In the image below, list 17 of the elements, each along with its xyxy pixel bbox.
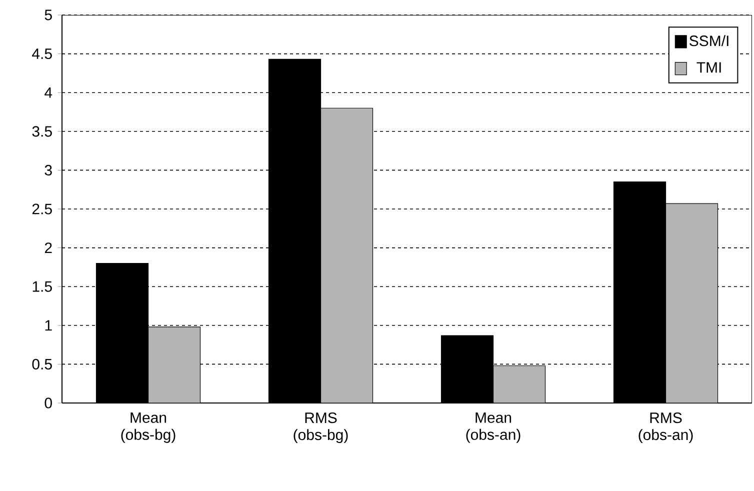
y-tick-label: 1.5 [32,281,52,292]
x-tick-label: Mean (obs-bg) [121,412,176,443]
y-tick-label: 0 [44,398,52,408]
y-tick-label: 0.5 [32,358,52,370]
x-tick-label: RMS (obs-an) [638,412,693,444]
y-tick-label: 1 [45,320,52,331]
x-tick-label: Mean (obs-an) [466,412,520,443]
y-tick-label: 5 [44,10,52,20]
y-tick-label: 3 [44,164,52,176]
y-tick-label: 2 [44,242,52,254]
legend-label: TMI [696,62,721,73]
y-tick-label: 3.5 [32,126,52,137]
x-tick-label: RMS (obs-bg) [294,412,348,444]
y-tick-label: 4 [44,87,52,98]
y-tick-label: 4.5 [32,48,52,60]
y-tick-label: 2.5 [32,204,52,214]
legend-label: SSM/I [690,35,728,46]
